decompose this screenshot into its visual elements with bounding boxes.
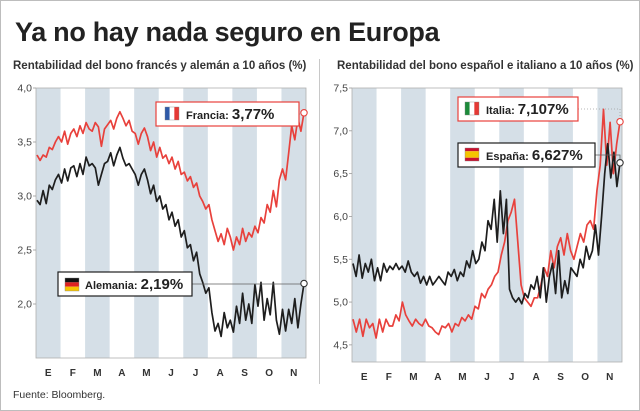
x-tick-label: M <box>93 368 101 379</box>
x-tick-label: J <box>193 368 199 379</box>
y-tick-label: 3,5 <box>17 137 32 149</box>
germany-flag-icon <box>64 277 80 292</box>
x-tick-label: O <box>265 368 273 379</box>
y-tick-label: 7,0 <box>333 125 348 137</box>
x-tick-label: J <box>509 372 515 383</box>
month-band <box>450 88 475 362</box>
month-band <box>36 88 61 358</box>
endpoint-marker <box>616 117 624 126</box>
plot-border <box>35 87 307 359</box>
series-label-text: Italia: 7,107% <box>486 101 569 118</box>
x-tick-label: A <box>216 368 223 379</box>
series-value: 7,107% <box>518 101 569 118</box>
callout-leader <box>578 108 621 122</box>
endpoint-marker <box>300 279 308 288</box>
series-label-box <box>57 271 193 297</box>
series-label-text: España: 6,627% <box>486 147 583 164</box>
panel-divider <box>319 59 320 384</box>
series-value: 2,19% <box>141 276 184 293</box>
plot-border <box>351 87 623 363</box>
y-tick-label: 4,0 <box>17 83 32 95</box>
x-tick-label: M <box>142 368 150 379</box>
x-tick-label: N <box>290 368 297 379</box>
x-tick-label: J <box>484 372 490 383</box>
month-band <box>548 88 573 362</box>
series-line-francia <box>36 110 305 251</box>
series-name: España: <box>486 151 532 163</box>
x-tick-label: E <box>361 372 368 383</box>
x-tick-label: N <box>606 372 613 383</box>
y-tick-label: 5,5 <box>333 254 348 266</box>
y-tick-label: 5,0 <box>333 297 348 309</box>
endpoint-marker <box>616 159 624 167</box>
y-tick-label: 3,0 <box>17 191 32 203</box>
headline: Ya no hay nada seguro en Europa <box>15 17 440 47</box>
x-tick-label: S <box>557 372 564 383</box>
x-tick-label: J <box>168 368 174 379</box>
series-label-box <box>457 142 596 168</box>
x-tick-label: S <box>241 368 248 379</box>
chart-france-germany: 4,0 3,5 3,0 2,5 2,0 E F M A M J J A S O N Francia: 3,77%… <box>17 83 308 379</box>
series-label-text: Alemania: 2,19% <box>85 276 183 293</box>
italy-flag-icon <box>464 101 480 116</box>
series-value: 6,627% <box>532 147 583 164</box>
series-label-box <box>155 101 300 127</box>
month-band <box>85 88 110 358</box>
x-tick-label: M <box>409 372 417 383</box>
y-tick-label: 4,5 <box>333 339 348 351</box>
series-name: Francia: <box>186 110 232 122</box>
y-tick-label: 6,0 <box>333 211 348 223</box>
series-name: Italia: <box>486 105 518 117</box>
y-tick-label: 2,0 <box>17 299 32 311</box>
month-band <box>281 88 306 358</box>
france-flag-icon <box>164 106 180 121</box>
source-note: Fuente: Bloomberg. <box>13 389 106 401</box>
month-band <box>352 88 377 362</box>
x-tick-label: A <box>434 372 441 383</box>
plot-area <box>36 88 306 358</box>
endpoint-marker <box>300 109 308 117</box>
series-label-text: Francia: 3,77% <box>186 106 274 123</box>
month-band <box>183 88 208 358</box>
series-name: Alemania: <box>85 280 141 292</box>
chart-spain-italy: 7,5 7,0 6,5 6,0 5,5 5,0 4,5 E F M A M J J A S O N Italia: … <box>333 83 624 383</box>
x-tick-label: M <box>458 372 466 383</box>
spain-flag-icon <box>464 147 480 162</box>
month-band <box>134 88 159 358</box>
x-tick-label: E <box>45 368 52 379</box>
y-tick-label: 2,5 <box>17 245 32 257</box>
chart-left-title: Rentabilidad del bono francés y alemán a… <box>13 60 307 72</box>
x-tick-label: A <box>118 368 125 379</box>
x-tick-label: O <box>581 372 589 383</box>
x-tick-label: F <box>70 368 76 379</box>
chart-right-title: Rentabilidad del bono español e italiano… <box>337 60 634 72</box>
series-line-italia <box>352 108 621 339</box>
x-tick-label: A <box>532 372 539 383</box>
series-value: 3,77% <box>232 106 275 123</box>
series-line-alemania <box>36 146 305 338</box>
y-tick-label: 7,5 <box>333 83 348 95</box>
y-tick-label: 6,5 <box>333 168 348 180</box>
month-band <box>401 88 426 362</box>
series-line-espana <box>352 142 621 305</box>
x-tick-label: F <box>386 372 392 383</box>
